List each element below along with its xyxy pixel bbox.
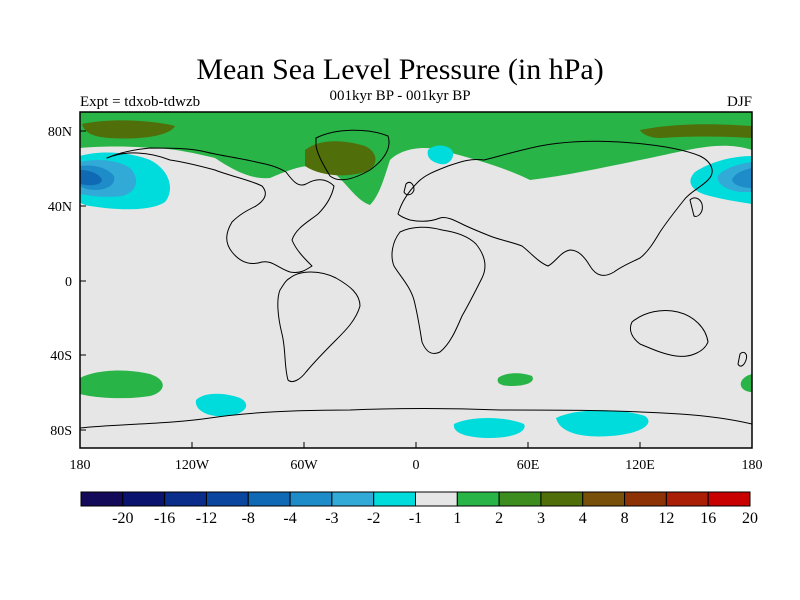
colorbar-label: 4 [579, 510, 587, 527]
south-east-edge-positive [740, 374, 752, 392]
antarctic-coast-negative-1 [453, 418, 525, 438]
colorbar-box [540, 491, 584, 507]
south-indian-positive [497, 373, 533, 386]
colorbar-box [498, 491, 542, 507]
colorbar-box [247, 491, 291, 507]
antarctica-coast [80, 408, 752, 429]
colorbar-box [415, 491, 458, 507]
x-tick-label: 120W [175, 458, 210, 473]
colorbar-label: 8 [621, 510, 629, 527]
europe-asia-coast [397, 140, 713, 276]
colorbar-label: 20 [742, 510, 758, 527]
y-tick-label: 0 [65, 275, 72, 290]
plot-title: Mean Sea Level Pressure (in hPa) [196, 53, 604, 86]
colorbar: -20 -16 -12 -8 -4 -3 -2 -1 1 2 3 4 8 12 16 20 [80, 491, 758, 527]
colorbar-label: 2 [495, 510, 503, 527]
x-tick-label: 180 [742, 458, 763, 473]
africa-coast [391, 226, 486, 355]
x-tick-label: 60E [517, 458, 540, 473]
south-atlantic-positive [80, 370, 163, 399]
greenland-level3-area [305, 141, 376, 176]
south-america-coast [277, 271, 361, 383]
x-axis [79, 442, 753, 448]
x-tick-label: 120E [625, 458, 655, 473]
colorbar-label: -16 [154, 510, 175, 527]
pressure-anomaly-fills [80, 112, 752, 438]
colorbar-box [205, 491, 249, 507]
colorbar-label: 12 [658, 510, 674, 527]
colorbar-box [164, 491, 207, 507]
colorbar-label: -12 [196, 510, 217, 527]
colorbar-label: -2 [367, 510, 380, 527]
siberia-level3-band [640, 124, 752, 138]
colorbar-box [456, 491, 500, 507]
australia-coast [629, 309, 709, 357]
colorbar-box [373, 491, 416, 507]
colorbar-box [289, 491, 333, 507]
y-tick-label: 80N [48, 125, 72, 140]
colorbar-label: -20 [112, 510, 133, 527]
colorbar-box [80, 491, 124, 507]
uk-coast [403, 181, 415, 196]
antarctic-coast-negative-2 [556, 410, 649, 437]
map-panel: 180 120W 60W 0 60E 120E 180 80N 40N 0 40… [48, 111, 763, 473]
season-label: DJF [726, 94, 752, 110]
experiment-label: Expt = tdxob-tdwzb [80, 94, 201, 110]
north-america-coast [106, 147, 335, 273]
colorbar-label: 1 [453, 510, 461, 527]
colorbar-label: -8 [242, 510, 255, 527]
colorbar-label: 16 [700, 510, 716, 527]
nordic-negative-patch [427, 145, 454, 165]
x-tick-label: 60W [290, 458, 318, 473]
colorbar-box [582, 491, 626, 507]
japan-coast [689, 197, 703, 217]
y-tick-label: 80S [50, 424, 72, 439]
colorbar-label: 3 [537, 510, 545, 527]
y-tick-label: 40S [50, 349, 72, 364]
colorbar-label: -4 [283, 510, 296, 527]
colorbar-box [707, 491, 751, 507]
colorbar-box [331, 491, 375, 507]
pacific-negative-west-deep [80, 170, 102, 186]
greenland-coast [315, 129, 390, 181]
y-tick-label: 40N [48, 200, 72, 215]
colorbar-label: -3 [325, 510, 338, 527]
map-background [80, 112, 752, 448]
colorbar-box [122, 491, 166, 507]
coastlines [80, 129, 752, 429]
plot-subtitle: 001kyr BP - 001kyr BP [329, 88, 471, 104]
pacific-negative-east-deep [732, 168, 752, 188]
x-tick-label: 180 [70, 458, 91, 473]
arctic-level3-band [82, 120, 175, 139]
arctic-positive-region [80, 112, 752, 205]
new-zealand-coast [737, 351, 747, 367]
x-tick-label: 0 [413, 458, 420, 473]
colorbar-label: -1 [409, 510, 422, 527]
colorbar-box [665, 491, 709, 507]
colorbar-box [624, 491, 667, 507]
y-axis [80, 130, 86, 431]
south-pacific-negative [195, 393, 247, 417]
